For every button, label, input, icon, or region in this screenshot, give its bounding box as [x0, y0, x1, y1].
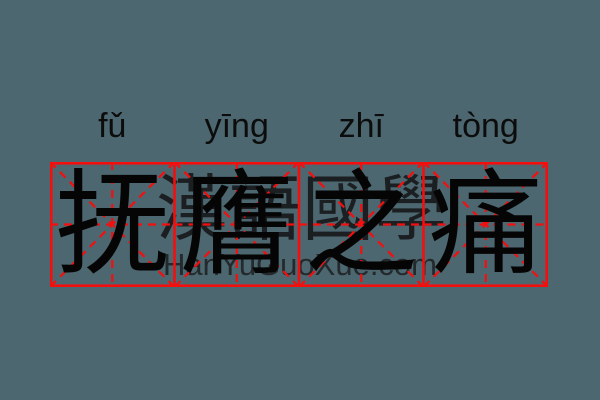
pinyin-syllable-4: tòng — [452, 107, 519, 145]
pinyin-syllable-2: yīng — [204, 107, 269, 145]
pinyin-row: fǔ yīng zhī tòng — [0, 0, 600, 145]
watermark-cjk-text: 漢語國學 — [156, 167, 449, 251]
mizige-grid — [50, 162, 548, 287]
pinyin-syllable-1: fǔ — [98, 107, 127, 145]
pinyin-syllable-3: zhī — [338, 107, 384, 145]
